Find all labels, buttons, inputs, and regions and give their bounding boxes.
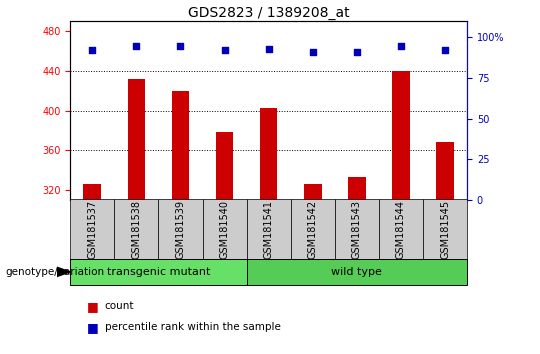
Text: percentile rank within the sample: percentile rank within the sample xyxy=(105,322,281,332)
Text: ■: ■ xyxy=(86,321,98,334)
Text: ■: ■ xyxy=(86,300,98,313)
Bar xyxy=(216,132,233,354)
Point xyxy=(176,43,185,48)
Bar xyxy=(70,259,247,285)
Bar xyxy=(304,184,322,354)
Point xyxy=(397,43,406,48)
Bar xyxy=(114,199,158,260)
Point xyxy=(308,49,317,55)
Bar xyxy=(335,199,379,260)
Bar xyxy=(348,177,366,354)
Point xyxy=(220,48,229,53)
Text: GSM181538: GSM181538 xyxy=(131,200,141,259)
Point xyxy=(441,48,449,53)
Bar xyxy=(202,199,247,260)
Bar xyxy=(260,108,278,354)
Bar xyxy=(379,199,423,260)
Text: GSM181542: GSM181542 xyxy=(308,200,318,259)
Bar xyxy=(70,199,114,260)
Bar xyxy=(83,184,101,354)
Text: genotype/variation: genotype/variation xyxy=(5,267,105,277)
Bar xyxy=(291,199,335,260)
Bar xyxy=(436,142,454,354)
Bar xyxy=(247,199,291,260)
Bar xyxy=(423,199,467,260)
Text: transgenic mutant: transgenic mutant xyxy=(107,267,210,277)
Text: GSM181540: GSM181540 xyxy=(220,200,229,259)
Bar xyxy=(158,199,202,260)
Bar xyxy=(392,71,410,354)
Polygon shape xyxy=(57,267,70,276)
Text: GSM181545: GSM181545 xyxy=(440,200,450,259)
Bar xyxy=(172,91,190,354)
Point xyxy=(88,48,97,53)
Text: GSM181541: GSM181541 xyxy=(264,200,274,259)
Text: GSM181539: GSM181539 xyxy=(176,200,185,259)
Bar xyxy=(247,259,467,285)
Text: GSM181537: GSM181537 xyxy=(87,200,97,259)
Point xyxy=(132,43,141,48)
Point xyxy=(265,46,273,52)
Title: GDS2823 / 1389208_at: GDS2823 / 1389208_at xyxy=(188,6,349,20)
Text: count: count xyxy=(105,301,134,311)
Text: GSM181544: GSM181544 xyxy=(396,200,406,259)
Text: GSM181543: GSM181543 xyxy=(352,200,362,259)
Point xyxy=(353,49,361,55)
Bar xyxy=(127,79,145,354)
Text: wild type: wild type xyxy=(332,267,382,277)
